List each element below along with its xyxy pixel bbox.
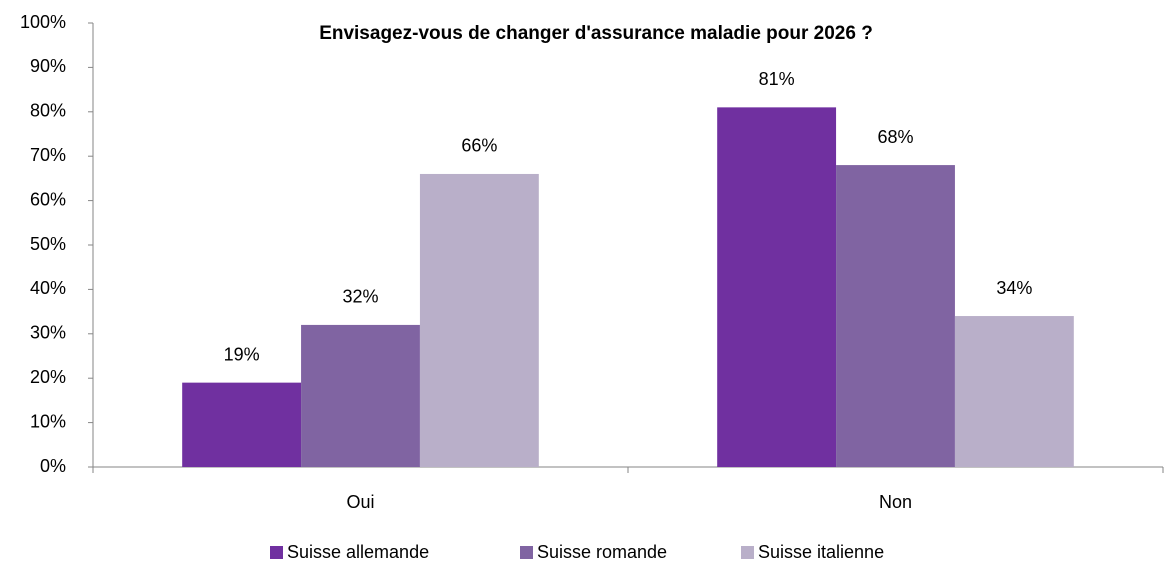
y-tick-label: 90%	[30, 56, 66, 76]
x-tick-label: Non	[879, 492, 912, 512]
legend-swatch	[270, 546, 283, 559]
bar	[419, 173, 539, 467]
y-tick-label: 20%	[30, 367, 66, 387]
data-label: 66%	[461, 136, 497, 156]
bar	[301, 324, 420, 467]
data-label: 32%	[342, 287, 378, 307]
bar	[836, 165, 955, 467]
bar	[954, 316, 1074, 467]
bar	[717, 107, 837, 468]
y-tick-label: 70%	[30, 145, 66, 165]
data-label: 19%	[224, 344, 260, 364]
data-label: 81%	[759, 69, 795, 89]
y-tick-label: 80%	[30, 101, 66, 121]
y-tick-label: 50%	[30, 234, 66, 254]
x-tick-label: Oui	[346, 492, 374, 512]
bar	[182, 382, 302, 467]
y-tick-label: 60%	[30, 189, 66, 209]
legend-label: Suisse italienne	[758, 542, 884, 562]
data-label: 68%	[877, 127, 913, 147]
legend-label: Suisse romande	[537, 542, 667, 562]
legend-swatch	[741, 546, 754, 559]
y-tick-label: 100%	[20, 12, 66, 32]
legend-label: Suisse allemande	[287, 542, 429, 562]
y-tick-label: 30%	[30, 323, 66, 343]
y-tick-label: 0%	[40, 456, 66, 476]
y-tick-label: 10%	[30, 411, 66, 431]
legend-swatch	[520, 546, 533, 559]
data-label: 34%	[996, 278, 1032, 298]
chart-title: Envisagez-vous de changer d'assurance ma…	[319, 23, 873, 44]
y-tick-label: 40%	[30, 278, 66, 298]
